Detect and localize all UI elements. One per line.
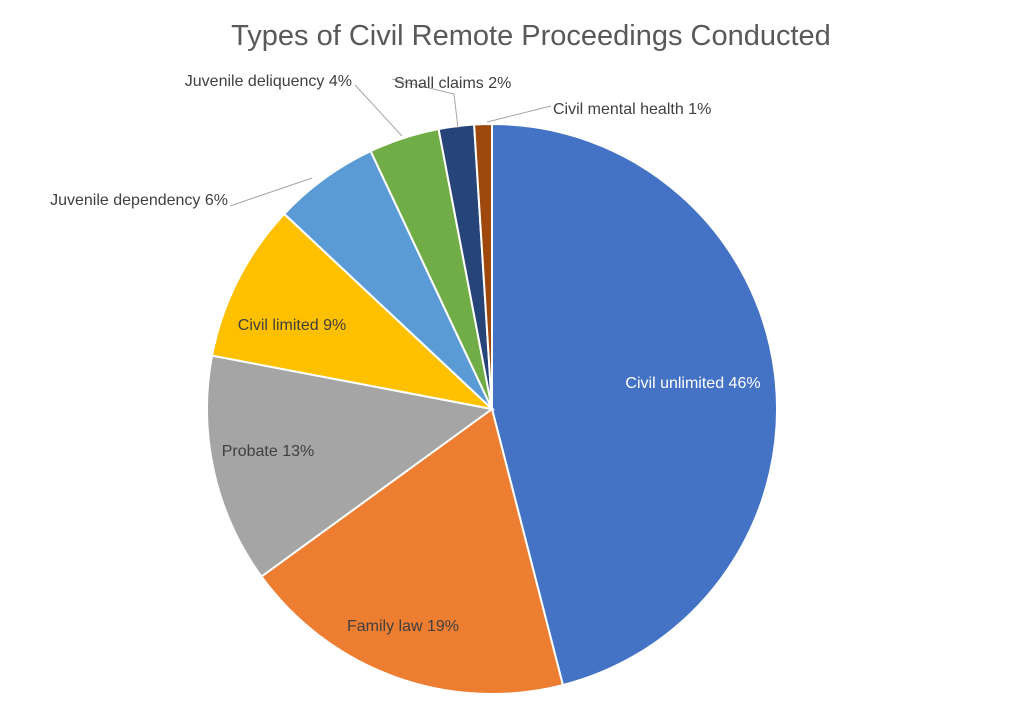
pie-slice-civil-limited [210, 212, 496, 411]
pie-slice-family-law [260, 407, 565, 695]
leader-line-small-claims [391, 78, 459, 129]
pie-slices [206, 122, 779, 695]
slice-label-probate: Probate 13% [222, 443, 315, 460]
chart-title: Types of Civil Remote Proceedings Conduc… [231, 20, 831, 52]
leader-lines [229, 78, 552, 207]
slice-label-family-law: Family law 19% [347, 618, 459, 635]
slice-labels: Civil unlimited 46% Family law 19% Probate… [50, 73, 760, 635]
slice-label-civil-mental-health: Civil mental health 1% [553, 101, 711, 118]
leader-line-juvenile-dependency [229, 177, 313, 207]
pie-slice-civil-mental-health [473, 122, 493, 410]
slice-label-civil-unlimited: Civil unlimited 46% [625, 375, 760, 392]
leader-line-juvenile-deliquency [354, 84, 403, 137]
slice-label-small-claims: Small claims 2% [394, 75, 511, 92]
slice-label-juvenile-deliquency: Juvenile deliquency 4% [185, 73, 352, 90]
pie-slice-civil-unlimited [491, 122, 779, 687]
slice-label-civil-limited: Civil limited 9% [238, 317, 346, 334]
pie-slice-probate [206, 354, 495, 578]
leader-line-civil-mental-health [486, 105, 552, 123]
slice-label-juvenile-dependency: Juvenile dependency 6% [50, 192, 228, 209]
